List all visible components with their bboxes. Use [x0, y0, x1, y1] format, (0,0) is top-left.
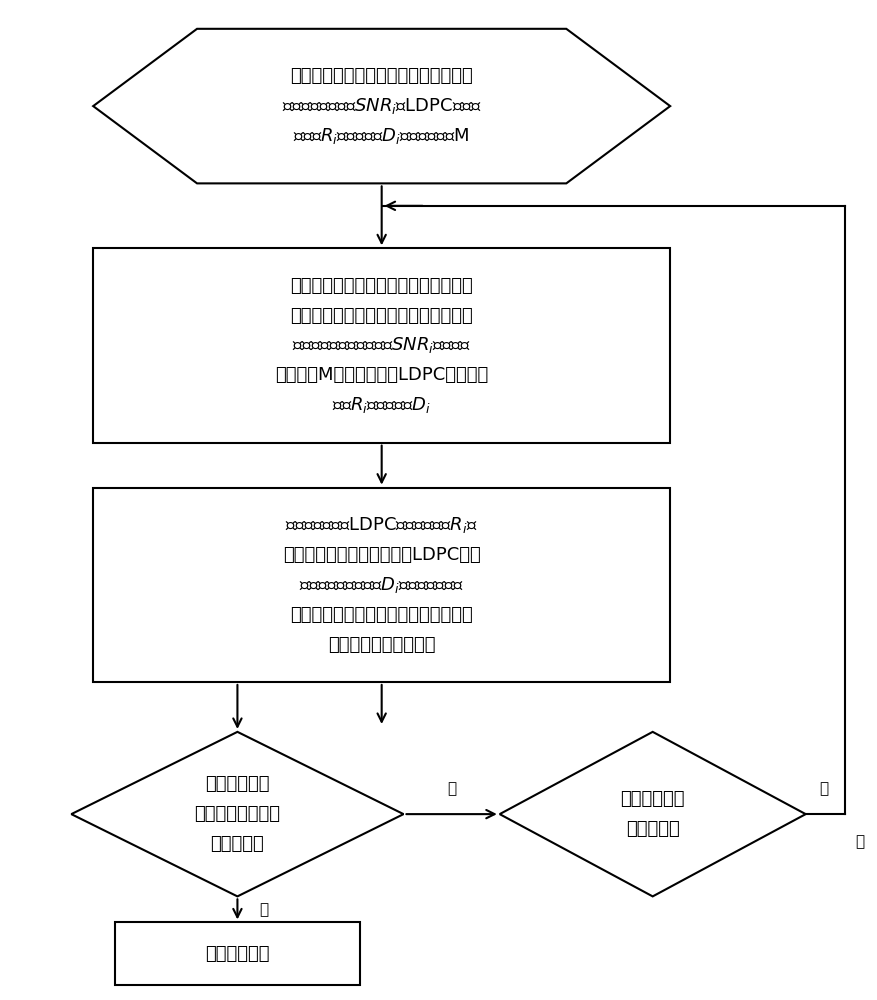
Text: 无线通信链路质量$\mathit{SNR_i}$、LDPC码的编: 无线通信链路质量$\mathit{SNR_i}$、LDPC码的编 — [282, 96, 481, 116]
Text: 果发送给地面站收发器: 果发送给地面站收发器 — [328, 636, 435, 654]
Text: 预设阈值？: 预设阈值？ — [626, 820, 680, 838]
Text: 计时时间达到: 计时时间达到 — [620, 790, 685, 808]
Text: 是: 是 — [260, 902, 268, 917]
Text: 计时，并利用其内部的信道估计器估计: 计时，并利用其内部的信道估计器估计 — [290, 307, 473, 325]
Text: 当前无线通信链路的质量$\mathit{SNR_i}$，并结合: 当前无线通信链路的质量$\mathit{SNR_i}$，并结合 — [292, 335, 471, 355]
Text: 映射关系M，得到对应的LDPC码的编码: 映射关系M，得到对应的LDPC码的编码 — [275, 366, 488, 384]
Text: 结束本次通信: 结束本次通信 — [205, 945, 270, 963]
Text: 机载收发器判: 机载收发器判 — [205, 775, 270, 793]
Text: 发送完毕？: 发送完毕？ — [210, 835, 264, 853]
Text: 机载收发器根据LDPC码的编码码率$\mathit{R_i}$和: 机载收发器根据LDPC码的编码码率$\mathit{R_i}$和 — [285, 515, 478, 535]
Bar — [115, 922, 360, 985]
Bar — [93, 488, 670, 682]
Text: 码率$\mathit{R_i}$和调制方案$\mathit{D_i}$: 码率$\mathit{R_i}$和调制方案$\mathit{D_i}$ — [332, 395, 431, 415]
Text: 是: 是 — [855, 834, 865, 849]
Text: 码，并依据调制方案$\mathit{D_i}$对编码结果进行: 码，并依据调制方案$\mathit{D_i}$对编码结果进行 — [299, 575, 464, 595]
Text: 调制，最后通过无线射频电路将调制结: 调制，最后通过无线射频电路将调制结 — [290, 606, 473, 624]
Text: 通过大量的测试验证，获得可靠通信时: 通过大量的测试验证，获得可靠通信时 — [290, 67, 473, 85]
Bar — [93, 248, 670, 443]
Text: 码码率$\mathit{R_i}$与调制方案$\mathit{D_i}$间的映射关系M: 码码率$\mathit{R_i}$与调制方案$\mathit{D_i}$间的映射… — [294, 126, 470, 146]
Text: 断所有的遥测数据: 断所有的遥测数据 — [195, 805, 281, 823]
Text: 否: 否 — [819, 781, 828, 796]
Text: 机载收发器开始对无线通信的时间进行: 机载收发器开始对无线通信的时间进行 — [290, 277, 473, 295]
Text: 否: 否 — [447, 781, 456, 796]
Text: 数据长度，对遥测数据进行LDPC码编: 数据长度，对遥测数据进行LDPC码编 — [282, 546, 481, 564]
